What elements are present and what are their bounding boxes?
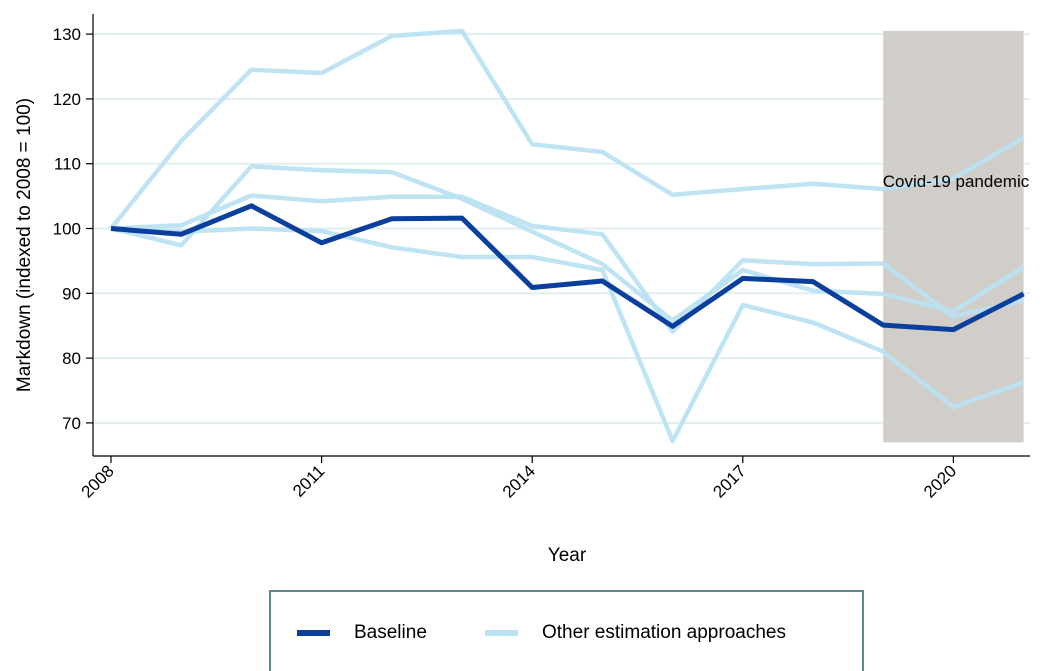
series-line-other-1 bbox=[109, 28, 1025, 230]
covid-annotation: Covid-19 pandemic bbox=[883, 172, 1030, 191]
series-line-other-3 bbox=[110, 193, 1025, 334]
covid-shade-rect bbox=[883, 30, 1024, 443]
legend-swatch-baseline bbox=[297, 630, 330, 636]
y-axis-title: Markdown (indexed to 2008 = 100) bbox=[14, 98, 35, 392]
x-axis-title: Year bbox=[548, 545, 587, 566]
line-chart: 70 80 90 100 110 120 130 2008 2011 2014 2017 2020 Y… bbox=[14, 14, 1030, 566]
y-tick-label: 120 bbox=[53, 90, 81, 109]
y-tick-label: 90 bbox=[62, 284, 81, 303]
x-tick-label: 2014 bbox=[499, 461, 539, 501]
y-tick-label: 70 bbox=[62, 414, 81, 433]
series-line-other-4 bbox=[110, 226, 1025, 444]
y-tick-label: 110 bbox=[54, 155, 81, 174]
covid-shaded-region bbox=[883, 30, 1024, 443]
x-tick-label: 2020 bbox=[920, 461, 960, 501]
legend-label-other: Other estimation approaches bbox=[542, 622, 786, 643]
legend-item-other: Other estimation approaches bbox=[485, 622, 786, 644]
series-lines bbox=[109, 28, 1025, 444]
legend-item-baseline: Baseline bbox=[297, 622, 427, 644]
y-tick-label: 80 bbox=[62, 349, 81, 368]
series-line-baseline bbox=[110, 203, 1025, 333]
x-tick-label: 2017 bbox=[709, 461, 749, 501]
x-tick-label: 2008 bbox=[78, 461, 118, 501]
legend-swatch-other bbox=[485, 630, 518, 636]
legend: Baseline Other estimation approaches bbox=[269, 590, 864, 671]
y-tick-label: 100 bbox=[53, 220, 81, 239]
y-tick-label: 130 bbox=[53, 25, 81, 44]
x-tick-label: 2011 bbox=[289, 461, 328, 500]
series-line-other-2 bbox=[110, 164, 1025, 323]
legend-label-baseline: Baseline bbox=[354, 622, 427, 643]
